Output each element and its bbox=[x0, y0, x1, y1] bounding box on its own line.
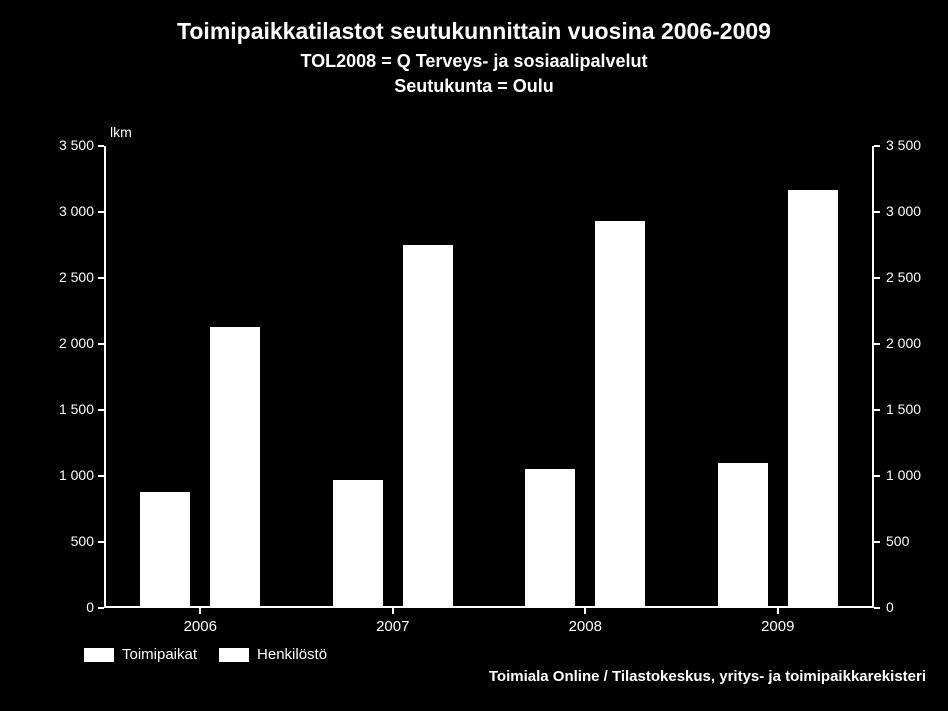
ytick-mark bbox=[874, 409, 880, 411]
xtick-mark bbox=[199, 608, 201, 614]
legend-label: Toimipaikat bbox=[122, 646, 197, 663]
ytick-label-right: 500 bbox=[886, 533, 946, 549]
ytick-label-left: 2 000 bbox=[44, 335, 94, 351]
ytick-mark bbox=[98, 145, 104, 147]
chart-title: Toimipaikkatilastot seutukunnittain vuos… bbox=[0, 0, 948, 45]
ytick-mark bbox=[98, 277, 104, 279]
x-category-label: 2006 bbox=[184, 618, 217, 635]
chart-container: Toimipaikkatilastot seutukunnittain vuos… bbox=[0, 0, 948, 711]
legend-label: Henkilöstö bbox=[257, 646, 327, 663]
bar bbox=[525, 469, 575, 608]
y-axis-label: lkm bbox=[110, 124, 132, 140]
chart-subtitle-2: Seutukunta = Oulu bbox=[0, 76, 948, 97]
x-category-label: 2009 bbox=[761, 618, 794, 635]
plot: 005005001 0001 0001 5001 5002 0002 0002 … bbox=[104, 146, 874, 608]
ytick-mark bbox=[874, 277, 880, 279]
ytick-mark bbox=[874, 607, 880, 609]
bar bbox=[403, 245, 453, 608]
ytick-label-left: 1 000 bbox=[44, 467, 94, 483]
chart-plot-area: 005005001 0001 0001 5001 5002 0002 0002 … bbox=[104, 146, 874, 608]
ytick-mark bbox=[98, 409, 104, 411]
ytick-mark bbox=[874, 211, 880, 213]
bar bbox=[333, 480, 383, 608]
chart-subtitle-1: TOL2008 = Q Terveys- ja sosiaalipalvelut bbox=[0, 51, 948, 72]
ytick-label-right: 3 500 bbox=[886, 137, 946, 153]
ytick-label-left: 0 bbox=[44, 599, 94, 615]
source-attribution: Toimiala Online / Tilastokeskus, yritys-… bbox=[489, 668, 926, 685]
bar bbox=[210, 327, 260, 608]
legend-swatch bbox=[84, 648, 114, 662]
ytick-mark bbox=[98, 607, 104, 609]
legend-item-toimipaikat: Toimipaikat bbox=[84, 646, 197, 663]
ytick-mark bbox=[874, 541, 880, 543]
ytick-mark bbox=[98, 211, 104, 213]
xtick-mark bbox=[584, 608, 586, 614]
ytick-label-right: 1 500 bbox=[886, 401, 946, 417]
legend-swatch bbox=[219, 648, 249, 662]
ytick-label-right: 2 000 bbox=[886, 335, 946, 351]
bar bbox=[718, 463, 768, 608]
ytick-label-left: 3 000 bbox=[44, 203, 94, 219]
ytick-label-left: 500 bbox=[44, 533, 94, 549]
xtick-mark bbox=[777, 608, 779, 614]
ytick-mark bbox=[98, 475, 104, 477]
ytick-label-left: 2 500 bbox=[44, 269, 94, 285]
ytick-mark bbox=[874, 475, 880, 477]
ytick-mark bbox=[874, 145, 880, 147]
ytick-label-left: 1 500 bbox=[44, 401, 94, 417]
ytick-mark bbox=[98, 343, 104, 345]
ytick-label-right: 1 000 bbox=[886, 467, 946, 483]
ytick-label-right: 2 500 bbox=[886, 269, 946, 285]
bar bbox=[140, 492, 190, 608]
ytick-label-left: 3 500 bbox=[44, 137, 94, 153]
ytick-mark bbox=[874, 343, 880, 345]
ytick-mark bbox=[98, 541, 104, 543]
legend: Toimipaikat Henkilöstö bbox=[84, 646, 327, 663]
ytick-label-right: 3 000 bbox=[886, 203, 946, 219]
y-axis-right bbox=[872, 146, 874, 608]
x-category-label: 2007 bbox=[376, 618, 409, 635]
xtick-mark bbox=[392, 608, 394, 614]
ytick-label-right: 0 bbox=[886, 599, 946, 615]
y-axis-left bbox=[104, 146, 106, 608]
legend-item-henkilosto: Henkilöstö bbox=[219, 646, 327, 663]
x-category-label: 2008 bbox=[569, 618, 602, 635]
bar bbox=[788, 190, 838, 608]
bar bbox=[595, 221, 645, 608]
